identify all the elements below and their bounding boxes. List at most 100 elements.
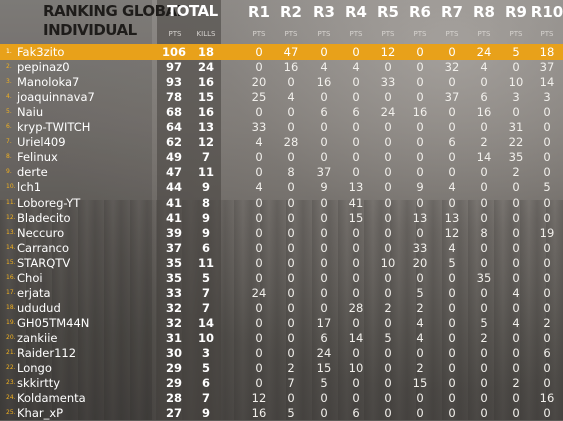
- round-points-7: 0: [448, 45, 456, 59]
- total-kills: 7: [201, 150, 210, 165]
- round-points-3: 9: [320, 180, 328, 195]
- round-points-6: 0: [416, 406, 424, 421]
- table-row: 5. Naiu 68 16 0 0 6 6 24 16 0 16 0 0: [0, 104, 563, 120]
- round-points-8: 0: [480, 120, 488, 135]
- round-points-8: 0: [480, 75, 488, 90]
- round-points-6: 0: [416, 75, 424, 90]
- rank-number: 16.: [6, 273, 16, 281]
- table-row: 24. Koldamenta 28 7 12 0 0 0 0 0 0 0 0 16: [0, 390, 563, 406]
- round-points-5: 0: [384, 195, 392, 210]
- kills-subheader: KILLS: [196, 30, 216, 38]
- round-points-5: 12: [380, 45, 396, 59]
- round-points-9: 4: [512, 285, 520, 300]
- round-points-3: 16: [316, 75, 332, 90]
- round-points-2: 0: [287, 285, 295, 300]
- round-points-9: 10: [508, 75, 524, 90]
- total-kills: 10: [197, 330, 214, 345]
- total-kills: 5: [201, 270, 210, 285]
- rank-number: 22.: [6, 364, 16, 372]
- round-points-8: 35: [476, 270, 492, 285]
- round-points-1: 0: [255, 210, 263, 225]
- round-points-3: 17: [316, 315, 332, 330]
- round-points-10: 0: [543, 361, 551, 376]
- table-row: 17. erjata 33 7 24 0 0 0 0 5 0 0 4 0: [0, 285, 563, 301]
- round-points-3: 15: [316, 361, 332, 376]
- round-points-2: 0: [287, 330, 295, 345]
- round-points-1: 0: [255, 315, 263, 330]
- round-points-7: 0: [448, 300, 456, 315]
- round-points-1: 0: [255, 60, 263, 75]
- player-name: erjata: [17, 285, 51, 300]
- background-trees: [0, 200, 563, 420]
- total-points: 32: [165, 300, 182, 315]
- total-points: 37: [165, 240, 182, 255]
- round-subheader-3: PTS: [317, 30, 331, 38]
- rank-number: 17.: [6, 288, 16, 296]
- round-points-8: 8: [480, 225, 488, 240]
- rank-number: 6.: [6, 123, 12, 131]
- round-points-8: 0: [480, 391, 488, 406]
- total-points: 29: [165, 376, 182, 391]
- round-points-9: 0: [512, 270, 520, 285]
- player-name: Longo: [17, 361, 52, 376]
- round-points-5: 2: [384, 300, 392, 315]
- round-points-2: 0: [287, 270, 295, 285]
- round-points-10: 2: [543, 315, 551, 330]
- round-points-2: 5: [287, 406, 295, 421]
- round-points-6: 0: [416, 391, 424, 406]
- rank-number: 24.: [6, 394, 16, 402]
- total-kills: 9: [201, 406, 210, 421]
- total-kills: 7: [201, 285, 210, 300]
- round-points-6: 0: [416, 150, 424, 165]
- round-points-1: 0: [255, 225, 263, 240]
- round-points-7: 0: [448, 270, 456, 285]
- round-points-4: 13: [348, 180, 364, 195]
- rank-number: 5.: [6, 108, 12, 116]
- total-points: 39: [165, 225, 182, 240]
- round-points-7: 0: [448, 361, 456, 376]
- round-points-3: 0: [320, 240, 328, 255]
- round-points-1: 0: [255, 376, 263, 391]
- table-row: 10. lch1 44 9 4 0 9 13 0 9 4 0 0 5: [0, 179, 563, 195]
- round-points-6: 0: [416, 270, 424, 285]
- round-points-8: 0: [480, 195, 488, 210]
- round-points-7: 5: [448, 255, 456, 270]
- round-points-1: 0: [255, 361, 263, 376]
- round-points-5: 0: [384, 60, 392, 75]
- round-points-2: 0: [287, 225, 295, 240]
- rank-number: 14.: [6, 243, 16, 251]
- table-row: 6. kryp-TWITCH 64 13 33 0 0 0 0 0 0 0 31 0: [0, 119, 563, 135]
- rank-number: 11.: [6, 198, 16, 206]
- player-name: joaquinnava7: [17, 90, 95, 105]
- total-kills: 16: [197, 75, 214, 90]
- round-points-6: 0: [416, 135, 424, 150]
- rank-number: 25.: [6, 409, 16, 417]
- rank-number: 12.: [6, 213, 16, 221]
- total-points: 33: [165, 285, 182, 300]
- total-points: 30: [165, 346, 182, 360]
- round-points-6: 2: [416, 361, 424, 376]
- round-points-8: 4: [480, 60, 488, 75]
- round-points-10: 0: [543, 330, 551, 345]
- round-points-6: 13: [412, 210, 428, 225]
- player-name: Bladecito: [17, 210, 71, 225]
- round-points-9: 0: [512, 60, 520, 75]
- round-points-5: 0: [384, 376, 392, 391]
- total-kills: 16: [197, 105, 214, 120]
- total-kills: 11: [197, 255, 214, 270]
- round-points-6: 4: [416, 315, 424, 330]
- round-points-7: 0: [448, 150, 456, 165]
- total-points: 32: [165, 315, 182, 330]
- round-points-4: 0: [352, 135, 360, 150]
- round-points-7: 13: [444, 210, 460, 225]
- round-points-7: 4: [448, 240, 456, 255]
- round-points-8: 0: [480, 300, 488, 315]
- table-row: 1. Fak3zito 106 18 0 47 0 0 12 0 0 24 5 18: [0, 44, 563, 60]
- round-points-6: 0: [416, 60, 424, 75]
- round-points-10: 0: [543, 285, 551, 300]
- player-name: skkirtty: [17, 376, 61, 391]
- round-points-5: 0: [384, 270, 392, 285]
- round-points-1: 25: [251, 90, 267, 105]
- round-points-4: 0: [352, 285, 360, 300]
- round-points-10: 0: [543, 210, 551, 225]
